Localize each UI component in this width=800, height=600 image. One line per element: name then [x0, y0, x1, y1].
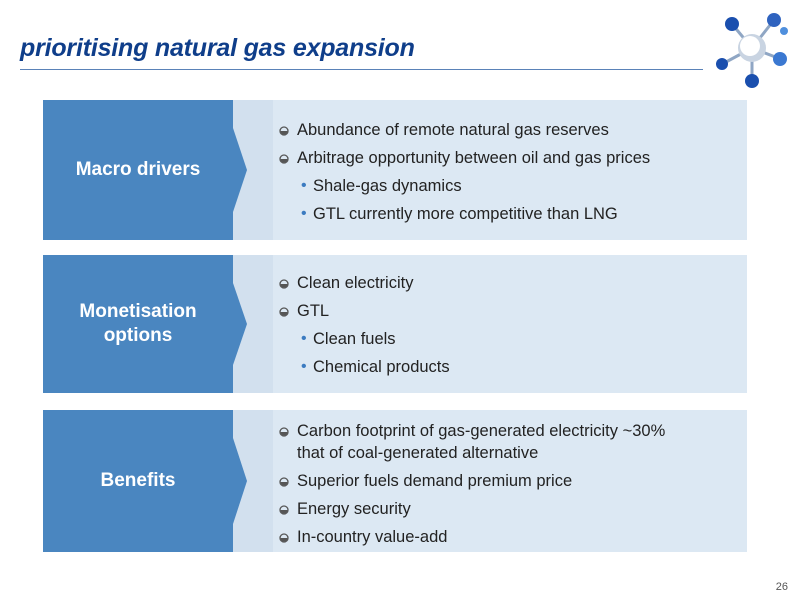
title-divider	[20, 69, 703, 70]
row-label-line: Benefits	[100, 470, 176, 491]
list-item: Energy security	[271, 498, 739, 520]
page-number: 26	[775, 581, 788, 593]
sub-bullet-icon: •	[301, 205, 307, 222]
molecule-logo-icon	[716, 13, 788, 88]
sub-list-item: • Shale-gas dynamics	[301, 177, 462, 195]
bullet-list: Clean electricity GTL • Clean fuels • Ch…	[271, 272, 739, 384]
row-monetisation-options: Monetisation options Clean electricity G…	[43, 255, 747, 393]
row-content-panel	[233, 100, 747, 240]
row-content-panel	[233, 410, 747, 552]
bullet-list: Carbon footprint of gas-generated electr…	[271, 420, 739, 554]
sub-bullet-icon: •	[301, 330, 307, 347]
chevron-connector	[233, 255, 273, 393]
list-item: Superior fuels demand premium price	[271, 470, 739, 492]
row-macro-drivers: Macro drivers Abundance of remote natura…	[43, 100, 747, 240]
row-label-line: Monetisation	[79, 301, 197, 322]
list-item: GTL	[271, 300, 739, 322]
round-bullet-icon	[279, 126, 289, 136]
row-benefits: Benefits Carbon footprint of gas-generat…	[43, 410, 747, 552]
round-bullet-icon	[279, 477, 289, 487]
sub-list-item: • GTL currently more competitive than LN…	[301, 205, 618, 223]
page-title: prioritising natural gas expansion	[20, 34, 415, 62]
row-label-line: Macro drivers	[75, 159, 201, 180]
round-bullet-icon	[279, 154, 289, 164]
row-label: Macro drivers	[43, 100, 233, 240]
list-item: In-country value-add	[271, 526, 739, 548]
sub-list-item: • Clean fuels	[301, 330, 396, 348]
row-label: Benefits	[43, 410, 233, 552]
round-bullet-icon	[279, 427, 289, 437]
list-item: Abundance of remote natural gas reserves	[271, 119, 739, 141]
chevron-connector	[233, 410, 273, 552]
round-bullet-icon	[279, 533, 289, 543]
list-item: Carbon footprint of gas-generated electr…	[271, 420, 739, 464]
sub-bullet-icon: •	[301, 358, 307, 375]
list-item: Arbitrage opportunity between oil and ga…	[271, 147, 739, 169]
round-bullet-icon	[279, 505, 289, 515]
bullet-list: Abundance of remote natural gas reserves…	[271, 119, 739, 231]
chevron-connector	[233, 100, 273, 240]
row-label: Monetisation options	[43, 255, 233, 393]
row-content-panel	[233, 255, 747, 393]
list-item: Clean electricity	[271, 272, 739, 294]
round-bullet-icon	[279, 279, 289, 289]
row-label-line: options	[103, 325, 173, 346]
sub-list-item: • Chemical products	[301, 358, 450, 376]
sub-bullet-icon: •	[301, 177, 307, 194]
round-bullet-icon	[279, 307, 289, 317]
